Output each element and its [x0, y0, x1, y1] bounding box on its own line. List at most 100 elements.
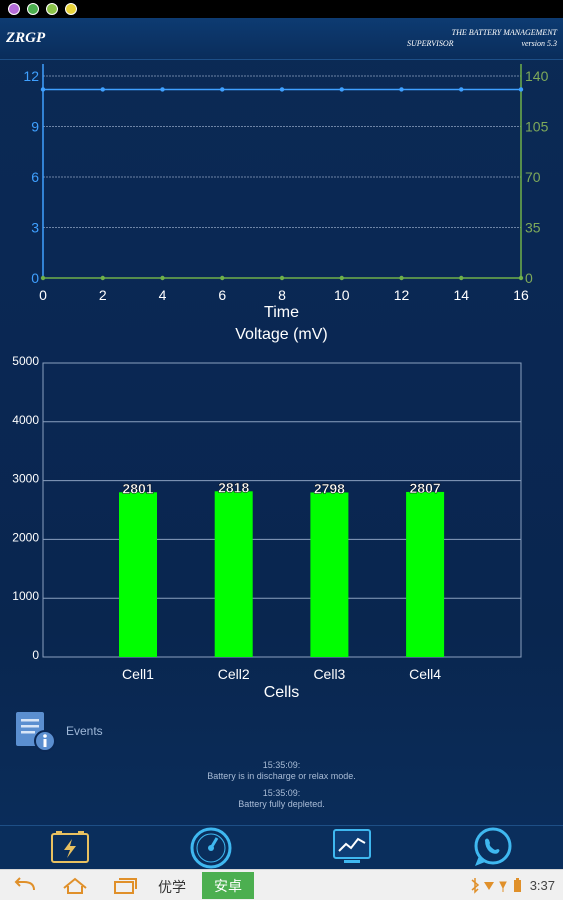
data-point-left	[220, 87, 225, 92]
log-time: 15:35:09:	[262, 788, 301, 798]
app-header: ZRGP THE BATTERY MANAGEMENT SUPERVISOR v…	[0, 18, 563, 60]
back-button[interactable]	[10, 876, 40, 896]
data-point-left	[40, 87, 46, 92]
y-left-tick-label: 6	[31, 169, 39, 185]
y-right-tick-label: 35	[525, 220, 541, 236]
data-point-right	[339, 275, 344, 281]
data-point-left	[459, 87, 464, 92]
plot-frame	[42, 362, 522, 658]
voltage-bar-chart: 0 1000 2000 3000 4000 5000 2801 Cell1 2818 Cell2 2…	[12, 354, 522, 682]
y-tick-label: 3000	[12, 472, 39, 486]
bar-value-label: 2801	[122, 480, 153, 496]
data-point-right	[399, 275, 404, 281]
data-point-right	[220, 275, 225, 281]
bottom-nav	[0, 825, 563, 869]
log-entry: 15:35:09: Battery fully depleted.	[0, 788, 563, 810]
battery-charge-icon	[51, 831, 89, 863]
time-line-chart: 0 3 6 9 12 0 35 70 105 140 0 2 4 6 8 10 12 14 16	[23, 64, 549, 303]
bar-chart-title: Voltage (mV)	[235, 326, 328, 343]
y-left-tick-label: 0	[31, 270, 39, 286]
y-right-tick-label: 140	[525, 68, 549, 84]
battery-nav-button[interactable]	[40, 826, 100, 870]
status-bar	[0, 0, 563, 18]
recent-apps-icon	[114, 878, 137, 894]
x-tick-label: 6	[218, 287, 226, 303]
y-tick-label: 0	[32, 648, 39, 662]
header-subtitle-line2: SUPERVISOR	[407, 39, 454, 48]
document-info-icon	[16, 712, 56, 752]
x-axis-title-cells: Cells	[263, 684, 300, 701]
clock: 3:37	[529, 878, 555, 893]
data-point-right	[160, 275, 165, 281]
whatsapp-nav-button[interactable]	[463, 826, 523, 870]
y-tick-label: 5000	[12, 354, 39, 368]
bar-value-label: 2818	[218, 479, 249, 495]
system-nav-bar: 优学 安卓 3:37	[0, 869, 563, 900]
data-point-left	[518, 87, 524, 92]
gauge-icon	[190, 827, 232, 869]
notification-icon	[46, 3, 58, 15]
events-label: Events	[66, 724, 103, 738]
chart-icon	[333, 829, 371, 863]
y-left-tick-label: 12	[23, 68, 39, 84]
x-tick-label: 12	[394, 287, 410, 303]
x-tick-label: 14	[453, 287, 469, 303]
x-tick-label: 16	[513, 287, 529, 303]
log-message: Battery is in discharge or relax mode.	[207, 771, 356, 781]
data-point-left	[100, 87, 105, 92]
x-tick-label: Cell3	[313, 666, 345, 682]
y-left-tick-label: 3	[31, 220, 39, 236]
home-icon	[63, 877, 87, 894]
ime-option[interactable]: 优学	[158, 879, 186, 895]
data-point-right	[459, 275, 464, 281]
y-tick-label: 2000	[12, 530, 39, 544]
data-point-right	[279, 275, 285, 281]
y-right-tick-label: 70	[525, 169, 541, 185]
header-subtitle-line1: THE BATTERY MANAGEMENT	[451, 28, 557, 37]
log-entry: 15:35:09: Battery is in discharge or rel…	[0, 760, 563, 782]
chart-nav-button[interactable]	[322, 826, 382, 870]
x-tick-label: Cell2	[218, 666, 250, 682]
y-left-tick-label: 9	[31, 119, 39, 135]
home-button[interactable]	[60, 876, 90, 896]
ime-option-active[interactable]: 安卓	[202, 872, 254, 899]
recent-apps-button[interactable]	[110, 876, 140, 896]
events-button[interactable]: Events	[14, 710, 214, 754]
data-point-left	[279, 87, 285, 92]
notification-icon	[65, 3, 77, 15]
y-tick-label: 4000	[12, 413, 39, 427]
bar-value-label: 2807	[410, 480, 441, 496]
bar-value-label: 2798	[314, 480, 345, 496]
notification-icon	[27, 3, 39, 15]
x-tick-label: 8	[278, 287, 286, 303]
x-axis-title-time: Time	[264, 304, 299, 321]
bar	[119, 492, 157, 657]
x-tick-label: 0	[39, 287, 47, 303]
data-point-left	[339, 87, 344, 92]
system-status-icons	[471, 878, 521, 894]
app-logo: ZRGP	[6, 30, 46, 46]
x-tick-label: Cell1	[122, 666, 154, 682]
y-right-tick-label: 0	[525, 270, 533, 286]
data-point-left	[399, 87, 404, 92]
log-message: Battery fully depleted.	[238, 799, 325, 809]
bar	[310, 492, 349, 657]
bar	[214, 491, 253, 657]
log-time: 15:35:09:	[262, 760, 301, 770]
back-arrow-icon	[14, 877, 35, 891]
header-subtitle: THE BATTERY MANAGEMENT SUPERVISOR versio…	[407, 27, 557, 49]
notification-icon	[8, 3, 20, 15]
gauge-nav-button[interactable]	[181, 826, 241, 870]
data-point-right	[40, 275, 46, 281]
whatsapp-icon	[474, 827, 512, 866]
x-tick-label: 2	[99, 287, 107, 303]
x-tick-label: 4	[159, 287, 167, 303]
data-point-right	[518, 275, 524, 281]
y-tick-label: 1000	[12, 589, 39, 603]
bar	[406, 491, 445, 657]
data-point-right	[100, 275, 105, 281]
y-right-tick-label: 105	[525, 119, 549, 135]
x-tick-label: 10	[334, 287, 350, 303]
x-tick-label: Cell4	[409, 666, 441, 682]
